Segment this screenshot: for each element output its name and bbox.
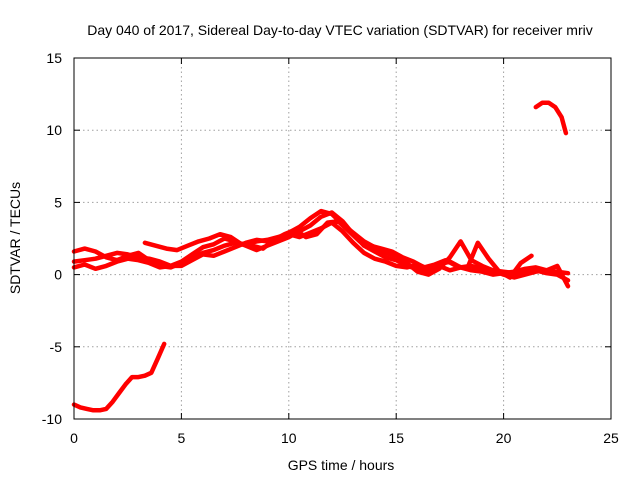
y-tick-label: -5 — [50, 339, 63, 355]
y-tick-label: -10 — [42, 411, 62, 427]
x-tick-label: 15 — [388, 430, 404, 446]
chart-title: Day 040 of 2017, Sidereal Day-to-day VTE… — [87, 22, 592, 38]
series-group — [71, 100, 571, 413]
series-line-early-dip — [71, 341, 167, 413]
y-axis-label: SDTVAR / TECUs — [7, 182, 23, 294]
series-line-track-c — [71, 208, 571, 289]
ticks: 0 5 10 15 20 25 -10 -5 0 5 10 15 — [42, 50, 619, 446]
y-tick-label: 15 — [46, 50, 62, 66]
x-axis-label: GPS time / hours — [288, 457, 395, 473]
y-tick-label: 5 — [54, 194, 62, 210]
x-tick-label: 10 — [281, 430, 297, 446]
series-line-track-d — [142, 218, 534, 280]
plot-frame — [73, 57, 612, 420]
x-tick-label: 20 — [496, 430, 512, 446]
x-tick-label: 25 — [603, 430, 619, 446]
x-tick-label: 5 — [178, 430, 186, 446]
series-line-track-b — [71, 210, 571, 277]
series-line-late-peak — [533, 100, 569, 136]
y-tick-label: 0 — [54, 267, 62, 283]
y-tick-label: 10 — [46, 122, 62, 138]
x-tick-label: 0 — [70, 430, 78, 446]
